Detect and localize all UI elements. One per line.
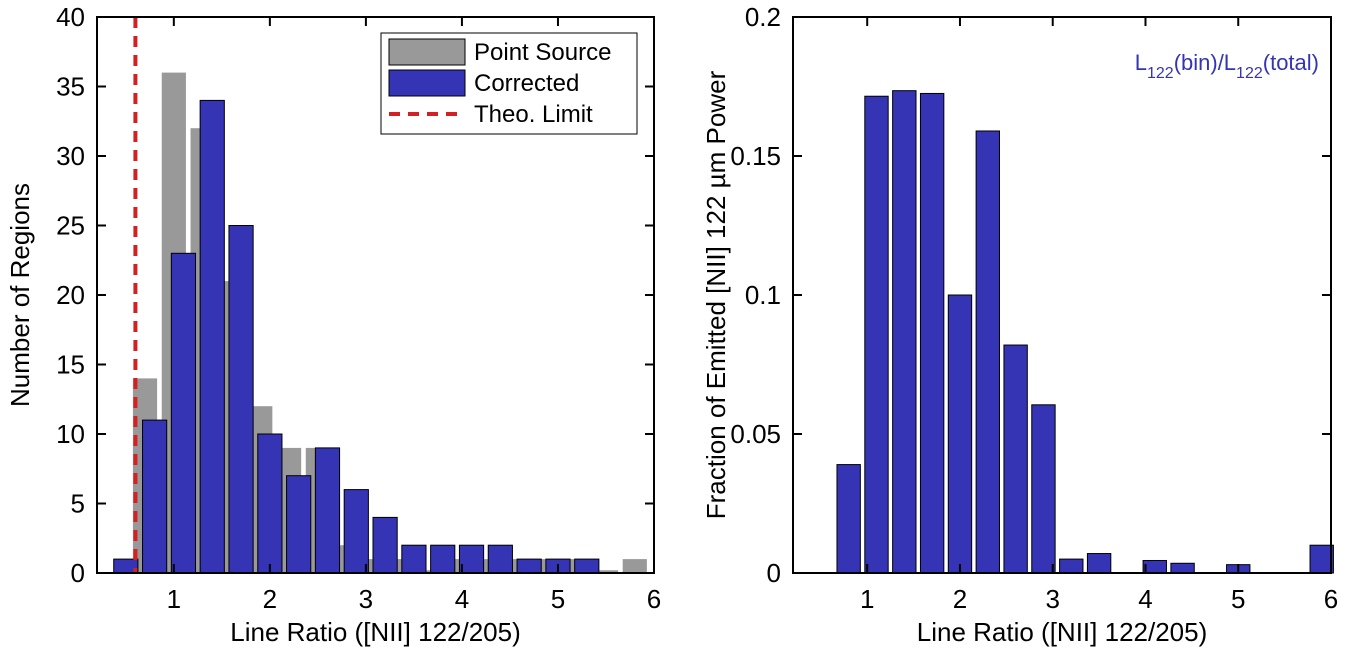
y-tick-label: 0.2: [745, 2, 781, 32]
x-tick-label: 4: [1138, 584, 1152, 614]
bars-layer: [836, 90, 1334, 574]
x-tick-label: 2: [953, 584, 967, 614]
x-axis-label: Line Ratio ([NII] 122/205): [917, 617, 1208, 647]
y-tick-label: 0.15: [730, 141, 781, 171]
bar-corrected-x2.6: [314, 447, 341, 574]
y-tick-label: 25: [56, 211, 85, 241]
histogram-panel-power-fraction: 1 2 3 4 5 6 0 0.05 0.1 0.15 0.2 Line Ratio ([NII] …: [701, 2, 1338, 647]
annotation-subscript: 122: [1147, 65, 1174, 82]
x-tick-label: 6: [1324, 584, 1338, 614]
bar-corrected-x2: [257, 433, 283, 574]
bar-corrected-x2.3: [286, 475, 312, 574]
bar-corrected-x0.8: [142, 419, 168, 574]
bar-series-0-x2.9: [1031, 404, 1056, 574]
x-tick-label: 3: [1045, 584, 1059, 614]
bar-corrected-x4.4: [487, 544, 513, 574]
bar-series-0-x5.9: [1309, 544, 1334, 574]
y-tick-label: 20: [56, 280, 85, 310]
bar-corrected-x2.9: [343, 489, 369, 574]
x-tick-label: 6: [647, 584, 661, 614]
bar-series-0-x4.4: [1170, 562, 1195, 574]
bar-corrected-x4.7: [516, 558, 542, 574]
annotation-part: (total): [1263, 50, 1319, 75]
bar-corrected-x5.3: [574, 558, 600, 574]
bar-series-0-x2.3: [975, 130, 1000, 574]
bar-corrected-x3.2: [372, 516, 398, 574]
y-tick-label: 35: [56, 72, 85, 102]
bar-series-0-x4.1: [1142, 559, 1167, 574]
bar-corrected-x4.1: [458, 544, 485, 574]
axis-ticks: 1 2 3 4 5 6 0 0.05 0.1 0.15 0.2: [730, 2, 1338, 614]
annotation-part: (bin)/L: [1174, 50, 1236, 75]
axis-ticks: 1 2 3 4 5 6 0 5 10 15 20 25 30 35 40: [56, 2, 661, 614]
annotation-subscript: 122: [1236, 65, 1263, 82]
bar-point-source-x5.5: [593, 570, 619, 573]
x-tick-label: 5: [551, 584, 565, 614]
histogram-panel-regions: 1 2 3 4 5 6 0 5 10 15 20 25 30 35 40 Line Ratio ([NII]…: [5, 2, 661, 647]
x-tick-label: 4: [455, 584, 469, 614]
bar-series-0-x0.8: [836, 464, 861, 574]
bar-series-0-x3.2: [1059, 558, 1084, 574]
legend-label-corrected: Corrected: [474, 70, 579, 97]
bar-corrected-x3.5: [401, 544, 427, 574]
bar-series-0-x3.5: [1086, 553, 1112, 574]
bar-corrected-x1.1: [170, 252, 197, 574]
bar-series-0-x1.4: [892, 90, 917, 574]
y-tick-label: 0.05: [730, 419, 781, 449]
legend-label-theo-limit: Theo. Limit: [474, 101, 593, 128]
bar-series-0-x2: [947, 294, 973, 574]
bar-corrected-x3.8: [430, 544, 456, 574]
y-tick-label: 15: [56, 350, 85, 380]
bars-layer: [113, 72, 647, 574]
y-tick-label: 0: [71, 558, 85, 588]
bar-point-source-x5.8: [622, 559, 647, 573]
y-tick-label: 0.1: [745, 280, 781, 310]
bar-series-0-x1.1: [864, 95, 889, 574]
x-tick-label: 1: [860, 584, 874, 614]
x-tick-label: 3: [359, 584, 373, 614]
y-tick-label: 0: [767, 558, 781, 588]
x-tick-label: 2: [263, 584, 277, 614]
bar-series-0-x2.6: [1003, 344, 1028, 574]
legend-swatch-point-source: [388, 38, 466, 66]
y-tick-label: 30: [56, 141, 85, 171]
x-tick-label: 1: [167, 584, 181, 614]
legend-label-point-source: Point Source: [474, 39, 611, 66]
annotation-part: L: [1135, 50, 1147, 75]
annotation-luminosity-ratio: L122(bin)/L122(total): [1135, 50, 1319, 82]
bar-corrected-x1.7: [228, 225, 254, 574]
bar-series-0-x1.7: [919, 92, 945, 574]
legend: Point Source Corrected Theo. Limit: [380, 32, 638, 135]
bar-corrected-x1.4: [199, 99, 225, 574]
y-tick-label: 5: [71, 489, 85, 519]
y-tick-label: 10: [56, 419, 85, 449]
legend-swatch-corrected: [388, 69, 466, 97]
y-axis-label: Number of Regions: [5, 183, 35, 407]
y-axis-label: Fraction of Emitted [NII] 122 µm Power: [701, 70, 731, 519]
x-tick-label: 5: [1231, 584, 1245, 614]
y-tick-label: 40: [56, 2, 85, 32]
x-axis-label: Line Ratio ([NII] 122/205): [230, 617, 521, 647]
